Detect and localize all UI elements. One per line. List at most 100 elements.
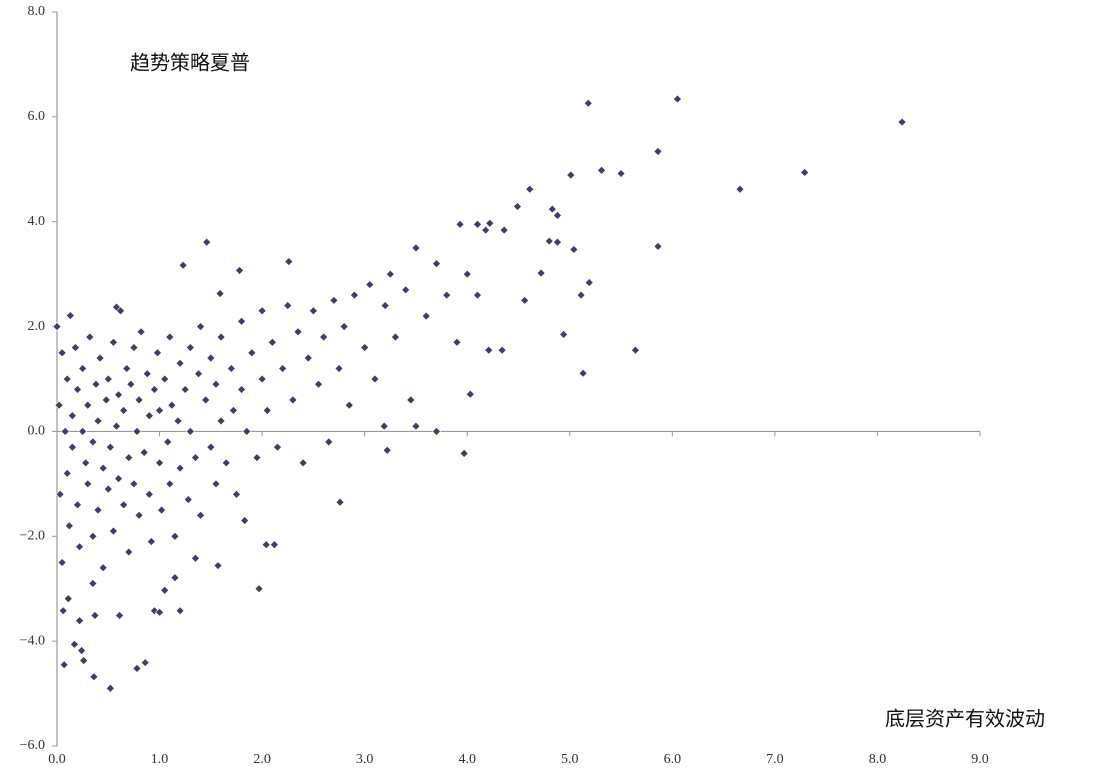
scatter-point <box>553 210 562 220</box>
scatter-point <box>257 306 267 316</box>
scatter-point <box>88 531 98 541</box>
scatter-point <box>897 117 907 127</box>
scatter-point <box>411 243 421 253</box>
scatter-point <box>379 421 389 431</box>
scatter-point <box>142 369 152 379</box>
scatter-point <box>93 505 103 515</box>
scatter-point <box>134 395 144 405</box>
scatter-point <box>349 290 359 300</box>
scatter-point <box>213 561 223 571</box>
scatter-point <box>146 537 156 546</box>
scatter-point <box>630 345 640 355</box>
scatter-point <box>185 343 195 352</box>
scatter-point <box>201 395 211 405</box>
scatter-point <box>114 474 123 484</box>
scatter-point <box>242 427 252 436</box>
scatter-point <box>140 658 150 668</box>
scatter-point <box>226 364 236 373</box>
scatter-point <box>232 489 241 499</box>
scatter-point <box>165 332 175 342</box>
scatter-point <box>144 411 154 421</box>
scatter-point <box>339 322 349 331</box>
scatter-point <box>452 337 462 347</box>
scatter-point <box>329 295 339 305</box>
scatter-point <box>170 573 180 583</box>
scatter-point <box>57 348 67 358</box>
scatter-point <box>559 330 569 339</box>
x-tick-label: 3.0 <box>356 752 374 767</box>
scatter-point <box>411 421 421 431</box>
scatter-point <box>108 337 118 347</box>
scatter-point <box>473 290 482 300</box>
scatter-point <box>150 385 159 394</box>
scatter-point <box>175 606 185 616</box>
scatter-point <box>465 389 475 399</box>
scatter-point <box>215 289 225 298</box>
x-tick-label: 8.0 <box>869 752 887 767</box>
scatter-point <box>455 219 465 229</box>
scatter-point <box>191 553 200 563</box>
scatter-point <box>473 219 482 229</box>
scatter-point <box>62 468 72 478</box>
scatter-point <box>153 348 162 358</box>
x-tick-label: 1.0 <box>151 752 169 767</box>
scatter-point <box>288 395 298 405</box>
scatter-point <box>391 332 400 342</box>
scatter-point <box>59 660 69 670</box>
scatter-point <box>98 563 108 573</box>
scatter-point <box>112 421 121 431</box>
scatter-point <box>344 400 354 410</box>
scatter-point <box>484 345 494 355</box>
scatter-point <box>77 646 87 656</box>
scatter-point <box>103 374 113 384</box>
y-tick-label: 4.0 <box>28 214 46 229</box>
scatter-point <box>105 683 115 693</box>
scatter-point <box>89 672 99 682</box>
scatter-point <box>124 453 134 463</box>
scatter-point <box>228 406 238 415</box>
scatter-point <box>334 364 344 373</box>
scatter-point <box>462 269 472 279</box>
scatter-point <box>134 510 144 520</box>
scatter-point <box>65 311 75 320</box>
scatter-point <box>98 463 108 473</box>
scatter-point <box>119 406 129 415</box>
scatter-point <box>370 374 380 384</box>
scatter-point <box>432 259 441 269</box>
scatter-point <box>60 427 70 436</box>
scatter-point <box>308 306 318 316</box>
scatter-point <box>83 400 93 410</box>
scatter-point <box>442 290 452 300</box>
y-tick-label: −2.0 <box>20 529 45 544</box>
scatter-point <box>202 237 212 247</box>
scatter-point <box>132 427 142 436</box>
scatter-point <box>216 416 226 426</box>
scatter-point <box>79 656 89 665</box>
scatter-point <box>525 184 535 194</box>
scatter-point <box>254 584 264 594</box>
scatter-point <box>544 236 554 246</box>
scatter-point <box>191 453 200 463</box>
scatter-point <box>175 358 185 368</box>
scatter-point <box>319 332 329 342</box>
scatter-point <box>83 479 93 489</box>
scatter-point <box>173 416 183 426</box>
x-tick-label: 0.0 <box>48 752 66 767</box>
x-axis-title: 底层资产有效波动 <box>885 707 1045 731</box>
scatter-point <box>178 260 188 270</box>
scatter-point <box>303 353 313 363</box>
scatter-point <box>257 374 267 384</box>
scatter-point <box>129 479 139 489</box>
scatter-point <box>485 218 495 228</box>
scatter-point <box>155 607 164 617</box>
scatter-point <box>163 437 173 447</box>
scatter-point <box>432 427 441 436</box>
scatter-point <box>237 385 247 394</box>
scatter-point <box>800 168 810 177</box>
scatter-point <box>360 343 370 352</box>
scatter-point <box>314 379 323 389</box>
scatter-point <box>78 427 88 436</box>
scatter-point <box>129 343 139 352</box>
scatter-point <box>406 395 416 405</box>
